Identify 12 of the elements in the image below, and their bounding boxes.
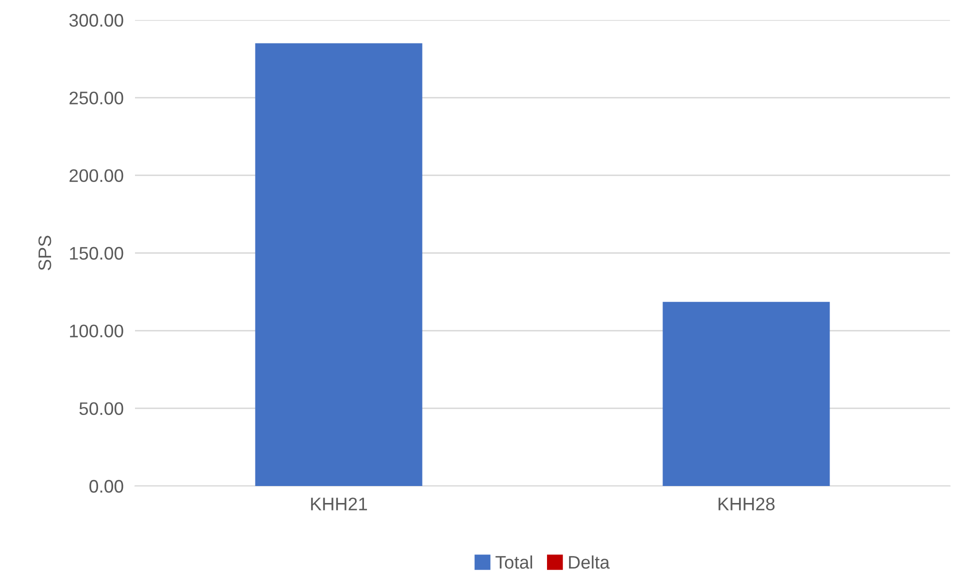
legend-label: Total <box>496 555 532 569</box>
x-tick-label: KHH28 <box>718 498 775 510</box>
y-tick-label: 0.00 <box>89 480 124 493</box>
y-axis-title: SPS <box>38 236 52 270</box>
y-tick-label: 150.00 <box>70 246 124 260</box>
y-tick-label: 50.00 <box>79 402 124 416</box>
y-tick-label: 100.00 <box>70 324 124 338</box>
y-tick-label: 250.00 <box>70 92 124 104</box>
y-tick-label: 200.00 <box>70 169 124 182</box>
legend-label: Delta <box>569 555 610 569</box>
y-tick-label: 300.00 <box>69 14 124 27</box>
x-tick-label: KHH21 <box>311 498 367 510</box>
